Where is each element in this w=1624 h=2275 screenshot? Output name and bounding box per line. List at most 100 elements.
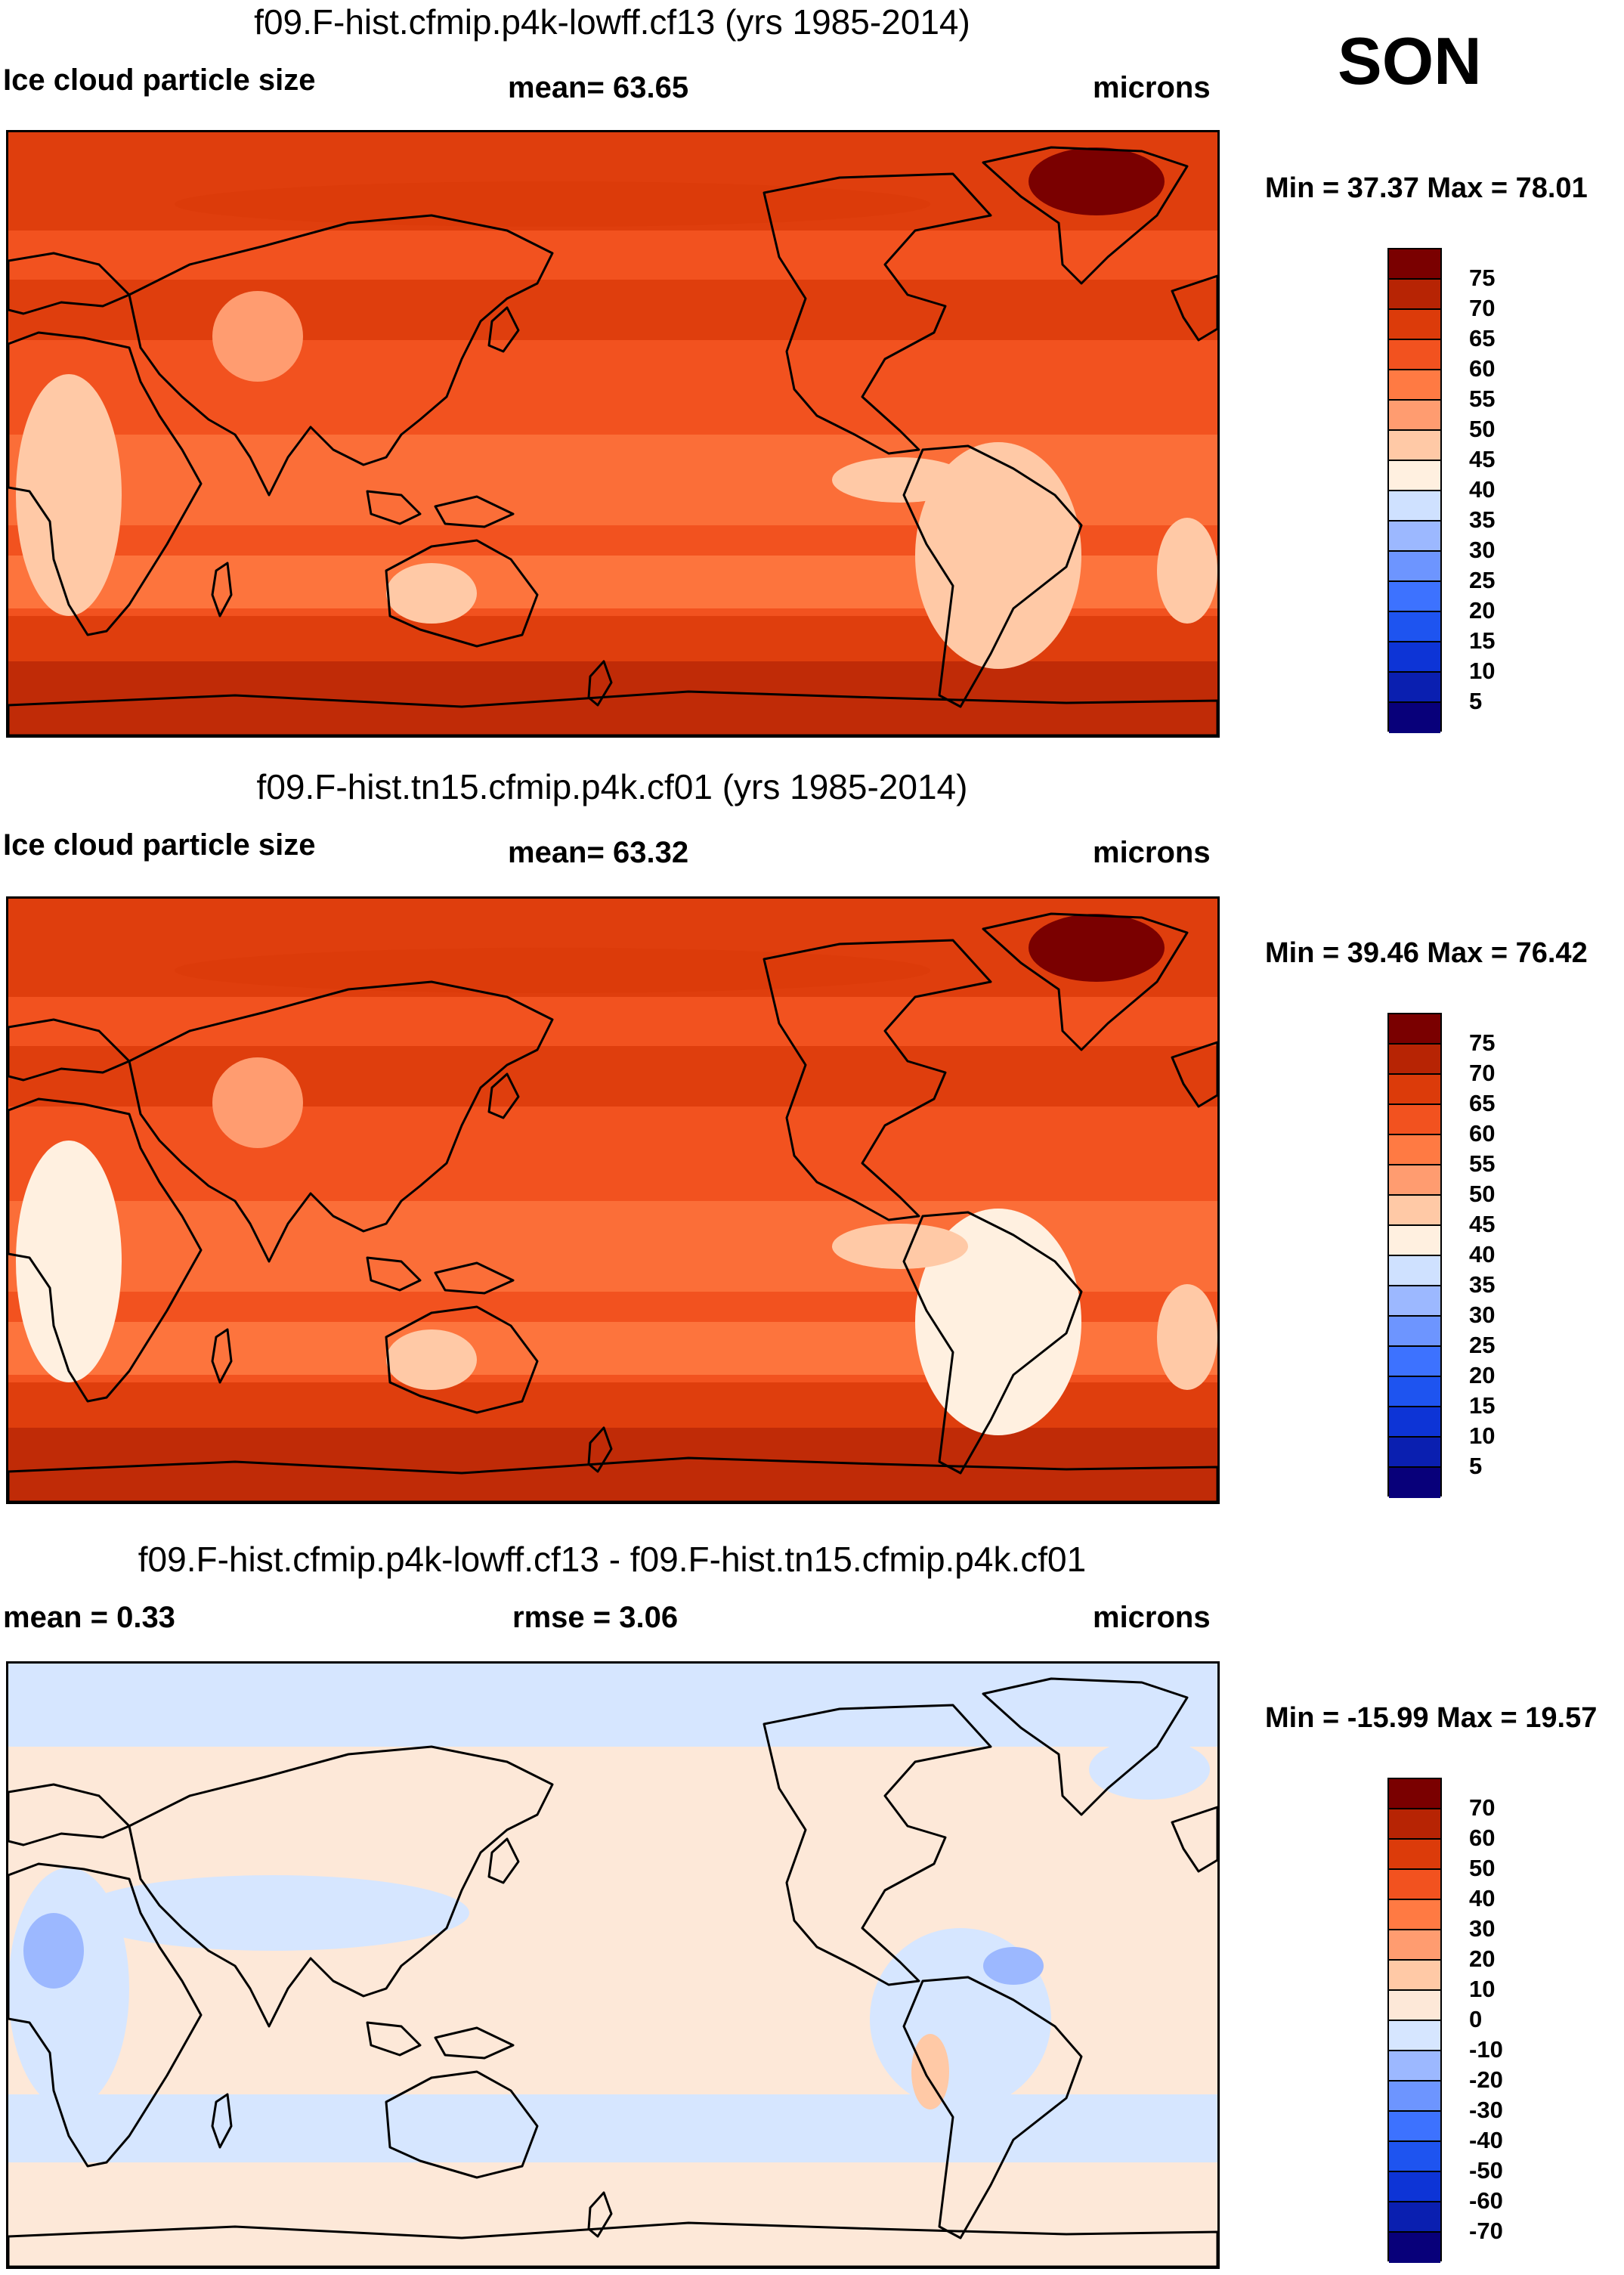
coastline-north-america (763, 1704, 992, 1986)
coastline-greenland (982, 1677, 1189, 1816)
coastline-new-zealand (587, 660, 613, 707)
panel-3-units-label: microns (1093, 1601, 1211, 1634)
colorbar-swatch (1389, 1347, 1440, 1377)
colorbar-swatch (1389, 1961, 1440, 1991)
contour-blob-6 (911, 2034, 949, 2109)
panel-2-map (6, 896, 1220, 1504)
contour-blob-2 (8, 1868, 129, 2109)
colorbar-swatch (1389, 370, 1440, 401)
colorbar-tick-label: 25 (1469, 567, 1496, 593)
coastline-japan (487, 1072, 520, 1119)
colorbar-tick-label: 15 (1469, 1392, 1496, 1419)
colorbar-tick-label: 0 (1469, 2006, 1483, 2032)
colorbar-tick-label: 55 (1469, 1150, 1496, 1177)
coastline-madagascar (211, 562, 233, 618)
coastline-australia (385, 539, 539, 648)
coastline-new-zealand (587, 2191, 613, 2238)
coastlines (8, 912, 1217, 1502)
colorbar-swatch (1389, 491, 1440, 522)
coastline-greenland (982, 912, 1189, 1051)
colorbar-swatch (1389, 431, 1440, 461)
colorbar-tick-label: 20 (1469, 1945, 1496, 1972)
colorbar-tick-label: 65 (1469, 1090, 1496, 1116)
panel-3-mean-label: mean = 0.33 (3, 1601, 175, 1634)
colorbar-tick-label: -10 (1469, 2036, 1503, 2063)
colorbar-tick-label: 75 (1469, 1029, 1496, 1056)
contour-blob-0 (76, 1875, 469, 1951)
colorbar-tick-label: 50 (1469, 1181, 1496, 1207)
colorbar-tick-label: 75 (1469, 265, 1496, 291)
panel-3-rmse-label: rmse = 3.06 (512, 1601, 679, 1634)
colorbar-tick-label: 10 (1469, 658, 1496, 684)
colorbar-swatch (1389, 1256, 1440, 1286)
colorbar-tick-label: 30 (1469, 537, 1496, 563)
coastline-south-america (902, 444, 1083, 708)
colorbar-tick-label: -40 (1469, 2127, 1503, 2153)
map-svg (8, 132, 1217, 735)
colorbar-swatch (1389, 249, 1440, 280)
contour-blob-4 (983, 1947, 1044, 1985)
colorbar-swatch (1389, 1014, 1440, 1045)
coastline-japan (487, 1837, 520, 1884)
colorbar-swatch (1389, 522, 1440, 552)
zonal-band-4 (8, 661, 1217, 735)
contour-blob-4 (386, 1329, 477, 1390)
colorbar-tick-label: -30 (1469, 2097, 1503, 2123)
colorbar-swatch (1389, 340, 1440, 370)
panel-1-title: f09.F-hist.cfmip.p4k-lowff.cf13 (yrs 198… (254, 2, 970, 42)
colorbar-swatch (1389, 1286, 1440, 1317)
coastline-australia (385, 1305, 539, 1414)
colorbar-tick-label: 20 (1469, 1362, 1496, 1388)
contour-blob-7 (175, 181, 930, 227)
colorbar-tick-label: 25 (1469, 1332, 1496, 1358)
coastline-north-america (763, 172, 992, 455)
coastline-japan (487, 306, 520, 353)
colorbar-swatch (1389, 1840, 1440, 1870)
zonal-band-1 (8, 1046, 1217, 1107)
coastlines (8, 146, 1217, 735)
panel-3-map (6, 1661, 1220, 2269)
colorbar-tick-label: 35 (1469, 506, 1496, 533)
coastline-indonesia (366, 1256, 515, 1295)
colorbar-swatch (1389, 2233, 1440, 2263)
colorbar-swatch (1389, 1135, 1440, 1165)
colorbar-tick-label: -70 (1469, 2218, 1503, 2244)
contour-blob-6 (1029, 914, 1165, 982)
colorbar-tick-label: 60 (1469, 1825, 1496, 1851)
coastline-australia (385, 2070, 539, 2179)
colorbar-tick-label: 45 (1469, 1211, 1496, 1237)
colorbar-swatch (1389, 280, 1440, 310)
colorbar-tick-label: 40 (1469, 476, 1496, 503)
colorbar-swatch (1389, 1196, 1440, 1226)
coastline-antarctica (8, 2221, 1217, 2267)
contour-blob-5 (1157, 1284, 1217, 1390)
panel-3-title: f09.F-hist.cfmip.p4k-lowff.cf13 - f09.F-… (138, 1540, 1087, 1579)
colorbar-swatch (1389, 1377, 1440, 1407)
coastline-europe (8, 1018, 1217, 1108)
colorbar-tick-label: 70 (1469, 295, 1496, 321)
colorbar-swatch (1389, 1991, 1440, 2021)
contour-blob-7 (175, 948, 930, 993)
colorbar-swatch (1389, 2082, 1440, 2112)
zonal-band-4 (8, 1428, 1217, 1502)
panel-1-map (6, 130, 1220, 738)
colorbar-tick-label: -20 (1469, 2066, 1503, 2093)
colorbar-swatch (1389, 1105, 1440, 1135)
colorbar-tick-label: 50 (1469, 1855, 1496, 1881)
coastline-africa (8, 331, 203, 636)
contour-blob-1 (915, 442, 1081, 669)
panel-1-variable-label: Ice cloud particle size (3, 63, 316, 97)
colorbar-tick-label: 40 (1469, 1241, 1496, 1268)
colorbar-swatch (1389, 2142, 1440, 2172)
contour-blob-1 (915, 1209, 1081, 1435)
coastline-africa (8, 1097, 203, 1403)
colorbar-swatch (1389, 1407, 1440, 1438)
colorbar-tick-label: 70 (1469, 1794, 1496, 1821)
coastline-europe (8, 1783, 1217, 1873)
arctic-band (8, 1664, 1217, 1747)
panel-2-min-max: Min = 39.46 Max = 76.42 (1265, 937, 1588, 969)
contour-blob-6 (1029, 147, 1165, 215)
colorbar-swatch (1389, 310, 1440, 340)
coastline-new-zealand (587, 1426, 613, 1473)
coastline-asia (128, 214, 554, 497)
